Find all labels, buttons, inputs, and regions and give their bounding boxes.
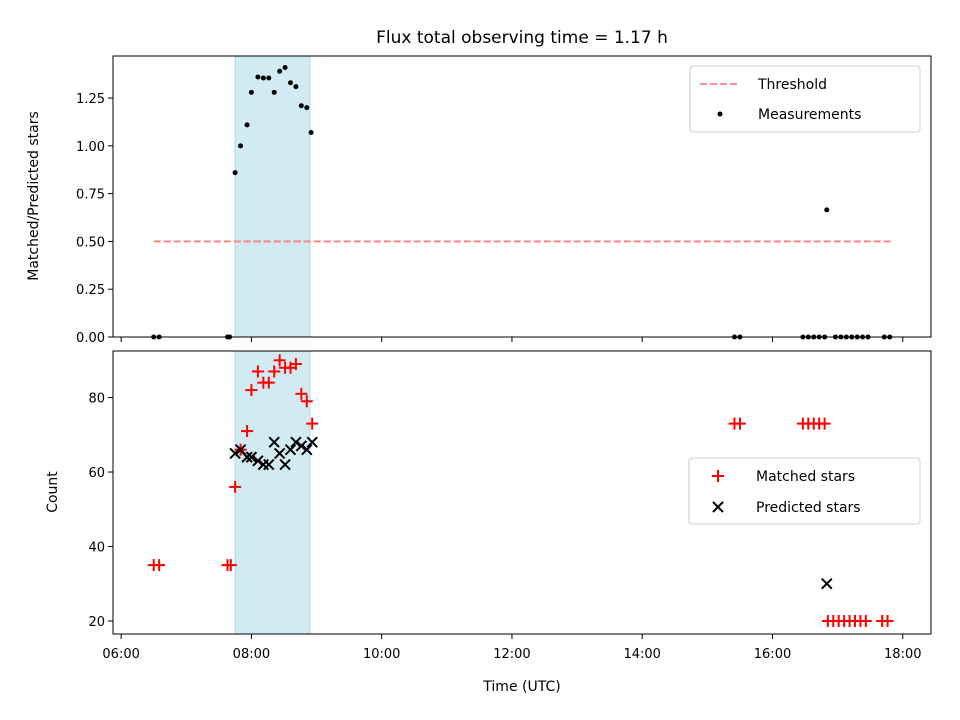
predicted-star-point [821, 578, 833, 590]
measurement-point [271, 89, 277, 95]
y-tick-label: 0.00 [76, 331, 105, 346]
legend-matched-label: Matched stars [756, 469, 855, 485]
top-y-ticks: 0.00 0.25 0.50 0.75 1.00 1.25 [76, 92, 113, 346]
x-tick-label: 06:00 [102, 647, 139, 662]
predicted-star-point [290, 436, 302, 448]
top-panel: 0.00 0.25 0.50 0.75 1.00 1.25 Flux total obse… [26, 28, 932, 346]
matched-star-point [733, 417, 746, 430]
measurement-points [151, 64, 893, 340]
y-tick-label: 60 [88, 466, 105, 481]
measurement-point [287, 80, 293, 86]
measurement-point [824, 207, 830, 213]
top-y-axis-label: Matched/Predicted stars [26, 111, 42, 281]
legend-predicted-label: Predicted stars [756, 500, 861, 516]
x-tick-label: 12:00 [493, 647, 530, 662]
predicted-star-point [301, 443, 313, 456]
matched-star-point [241, 425, 254, 438]
matched-star-point [295, 387, 308, 400]
matched-star-point [859, 614, 872, 627]
measurement-point [260, 75, 266, 81]
top-legend-box [689, 65, 921, 133]
top-axes-frame [112, 55, 932, 338]
matched-star-point [262, 376, 275, 389]
measurement-point [277, 68, 283, 74]
matched-star-point [306, 417, 319, 430]
chart-title: Flux total observing time = 1.17 h [376, 28, 668, 48]
y-tick-label: 0.25 [76, 283, 105, 298]
measurement-point [244, 122, 250, 128]
bottom-y-ticks: 20 40 60 80 [88, 392, 113, 630]
matched-star-point [251, 365, 264, 378]
matched-star-point [881, 614, 894, 627]
measurement-point [266, 75, 272, 81]
bottom-y-axis-label: Count [45, 471, 61, 513]
top-x-ticks [120, 337, 904, 342]
x-tick-label: 08:00 [233, 647, 270, 662]
predicted-star-point [263, 458, 275, 471]
top-legend: Threshold Measurements [689, 65, 921, 133]
matched-star-point [300, 395, 313, 408]
predicted-star-point [241, 451, 253, 463]
predicted-star-point [268, 436, 280, 448]
legend-matched-swatch [712, 470, 724, 482]
measurement-point [248, 89, 254, 95]
bottom-panel: 20 40 60 80 06:00 08:00 10:00 12:00 14:00 16:00 1… [45, 350, 932, 695]
legend-measurements-swatch [717, 111, 723, 117]
matched-star-point [268, 365, 281, 378]
predicted-star-point [284, 443, 297, 456]
x-axis-label: Time (UTC) [482, 679, 560, 695]
matched-star-point [224, 559, 237, 572]
predicted-star-point [252, 455, 264, 467]
matched-star-point [245, 384, 258, 397]
matched-star-point [289, 358, 302, 371]
legend-predicted-swatch [712, 501, 724, 513]
predicted-star-point [229, 447, 241, 460]
predicted-star-point [295, 440, 308, 452]
bottom-axes-frame [112, 350, 932, 635]
matched-star-point [229, 480, 242, 493]
measurement-point [298, 103, 304, 109]
matched-star-point [153, 559, 166, 572]
measurement-point [238, 143, 244, 149]
y-tick-label: 0.75 [76, 188, 105, 203]
predicted-star-points [229, 436, 833, 590]
measurement-point [293, 84, 299, 90]
x-tick-label: 10:00 [363, 647, 400, 662]
measurement-point [282, 64, 288, 70]
measurement-point [255, 74, 261, 80]
bottom-legend-box [688, 457, 921, 525]
y-tick-label: 80 [88, 392, 105, 407]
x-tick-label: 16:00 [754, 647, 791, 662]
y-tick-label: 0.50 [76, 235, 105, 250]
predicted-star-point [279, 458, 291, 471]
predicted-star-point [273, 447, 286, 460]
x-tick-label: 18:00 [884, 647, 921, 662]
x-tick-label: 14:00 [623, 647, 660, 662]
y-tick-label: 1.00 [76, 140, 105, 155]
predicted-star-point [306, 436, 318, 448]
bottom-x-ticks: 06:00 08:00 10:00 12:00 14:00 16:00 18:00 [102, 634, 922, 662]
bottom-legend: Matched stars Predicted stars [688, 457, 921, 525]
y-tick-label: 1.25 [76, 92, 105, 107]
matched-star-points [147, 354, 894, 627]
bottom-highlight-span [234, 350, 311, 635]
measurement-point [232, 170, 238, 176]
measurement-point [308, 129, 314, 135]
legend-threshold-label: Threshold [757, 77, 827, 93]
matched-star-point [273, 354, 286, 367]
predicted-star-point [245, 451, 258, 463]
y-tick-label: 20 [88, 615, 105, 630]
measurement-point [304, 105, 310, 111]
top-highlight-span [234, 55, 311, 338]
matched-star-point [818, 417, 831, 430]
y-tick-label: 40 [88, 540, 105, 555]
legend-measurements-label: Measurements [758, 107, 861, 123]
